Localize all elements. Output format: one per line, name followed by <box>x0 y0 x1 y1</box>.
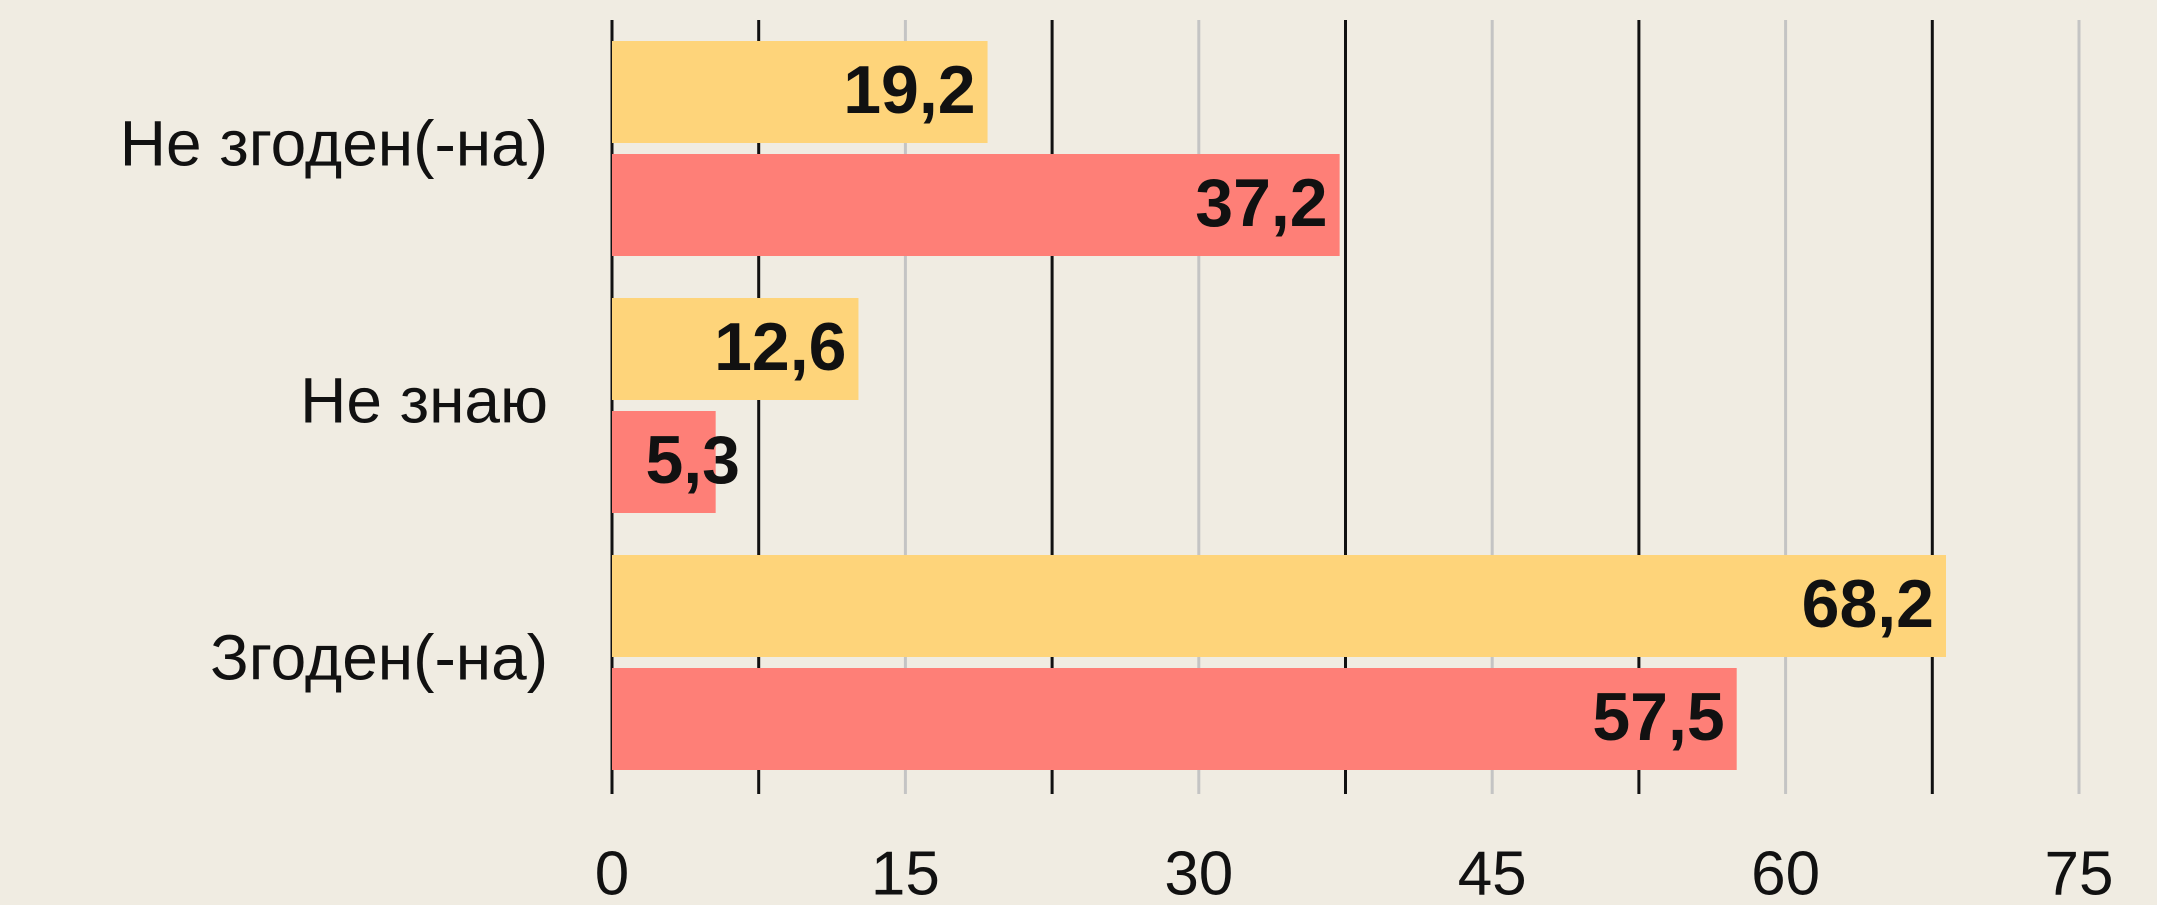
x-tick-label: 45 <box>1458 839 1527 905</box>
bar <box>612 41 988 143</box>
bar <box>612 298 859 400</box>
x-tick-label: 75 <box>2045 839 2114 905</box>
x-tick-label: 30 <box>1164 839 1233 905</box>
x-tick-label: 0 <box>595 839 629 905</box>
category-label: Не згоден(-на) <box>120 107 548 179</box>
category-label: Не знаю <box>300 364 548 436</box>
bar <box>612 411 716 513</box>
x-tick-label: 60 <box>1751 839 1820 905</box>
x-tick-label: 15 <box>871 839 940 905</box>
value-label: 19,2 <box>843 52 975 128</box>
value-label: 5,3 <box>645 422 740 498</box>
bar <box>612 555 1946 657</box>
bar <box>612 668 1737 770</box>
bar <box>612 154 1340 256</box>
value-label: 12,6 <box>714 309 846 385</box>
value-label: 57,5 <box>1592 679 1724 755</box>
value-label: 68,2 <box>1802 566 1934 642</box>
category-label: Згоден(-на) <box>210 621 548 693</box>
value-label: 37,2 <box>1195 165 1327 241</box>
